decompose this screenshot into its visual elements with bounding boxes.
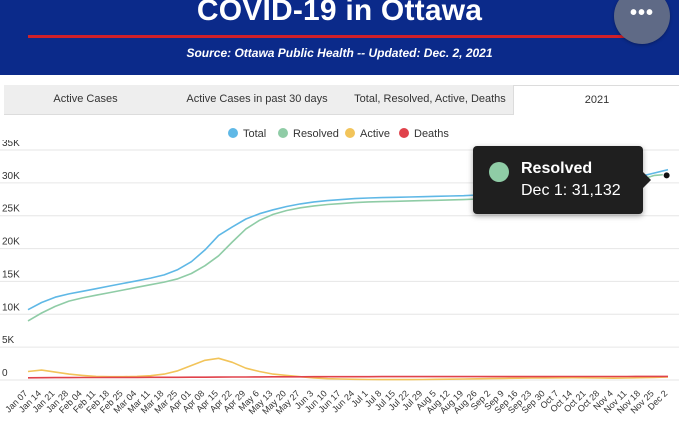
source-line: Source: Ottawa Public Health -- Updated:…: [186, 46, 493, 60]
y-tick-label-6: 30K: [2, 171, 20, 182]
legend-item-resolved[interactable]: Resolved: [278, 128, 339, 140]
y-tick-label-2: 10K: [2, 302, 20, 313]
y-tick-label-4: 20K: [2, 237, 20, 248]
tab-2021[interactable]: 2021: [513, 85, 679, 115]
legend-dot-resolved: [278, 128, 288, 138]
series-line-active: [27, 357, 669, 381]
title-underline: [28, 35, 640, 38]
legend-dot-active: [345, 128, 355, 138]
legend-label-deaths: Deaths: [414, 128, 449, 140]
legend-item-active[interactable]: Active: [345, 128, 390, 140]
y-tick-label-7: 35K: [2, 140, 20, 149]
y-tick-label-3: 15K: [2, 269, 20, 280]
tab-active-cases[interactable]: Active Cases: [4, 85, 167, 115]
tooltip-series-name: Resolved: [521, 160, 593, 177]
tab-active-cases-30-days[interactable]: Active Cases in past 30 days: [167, 85, 347, 115]
y-tick-label-5: 25K: [2, 204, 20, 215]
legend-dot-deaths: [399, 128, 409, 138]
legend-item-total[interactable]: Total: [228, 128, 266, 140]
legend-label-resolved: Resolved: [293, 128, 339, 140]
more-horizontal-icon: •••: [629, 2, 654, 24]
page-title: COVID-19 in Ottawa: [196, 0, 483, 27]
tooltip-series-dot: [489, 162, 509, 182]
y-tick-label-1: 5K: [2, 335, 15, 346]
legend-label-total: Total: [243, 128, 267, 140]
tooltip-value: Dec 1: 31,132: [521, 182, 621, 199]
legend-dot-total: [228, 128, 238, 138]
y-tick-label-0: 0: [2, 368, 8, 379]
legend-item-deaths[interactable]: Deaths: [399, 128, 449, 140]
more-options-button[interactable]: •••: [614, 0, 670, 44]
series-line-deaths: [27, 375, 668, 379]
header-banner: COVID-19 in Ottawa Source: Ottawa Public…: [0, 0, 679, 75]
legend-label-active: Active: [360, 128, 390, 140]
tab-total-resolved-active-deaths[interactable]: Total, Resolved, Active, Deaths: [347, 85, 513, 115]
tab-bar: Active Cases Active Cases in past 30 day…: [4, 85, 679, 115]
highlight-point: [662, 171, 671, 180]
chart-tooltip: Resolved Dec 1: 31,132: [473, 146, 651, 214]
